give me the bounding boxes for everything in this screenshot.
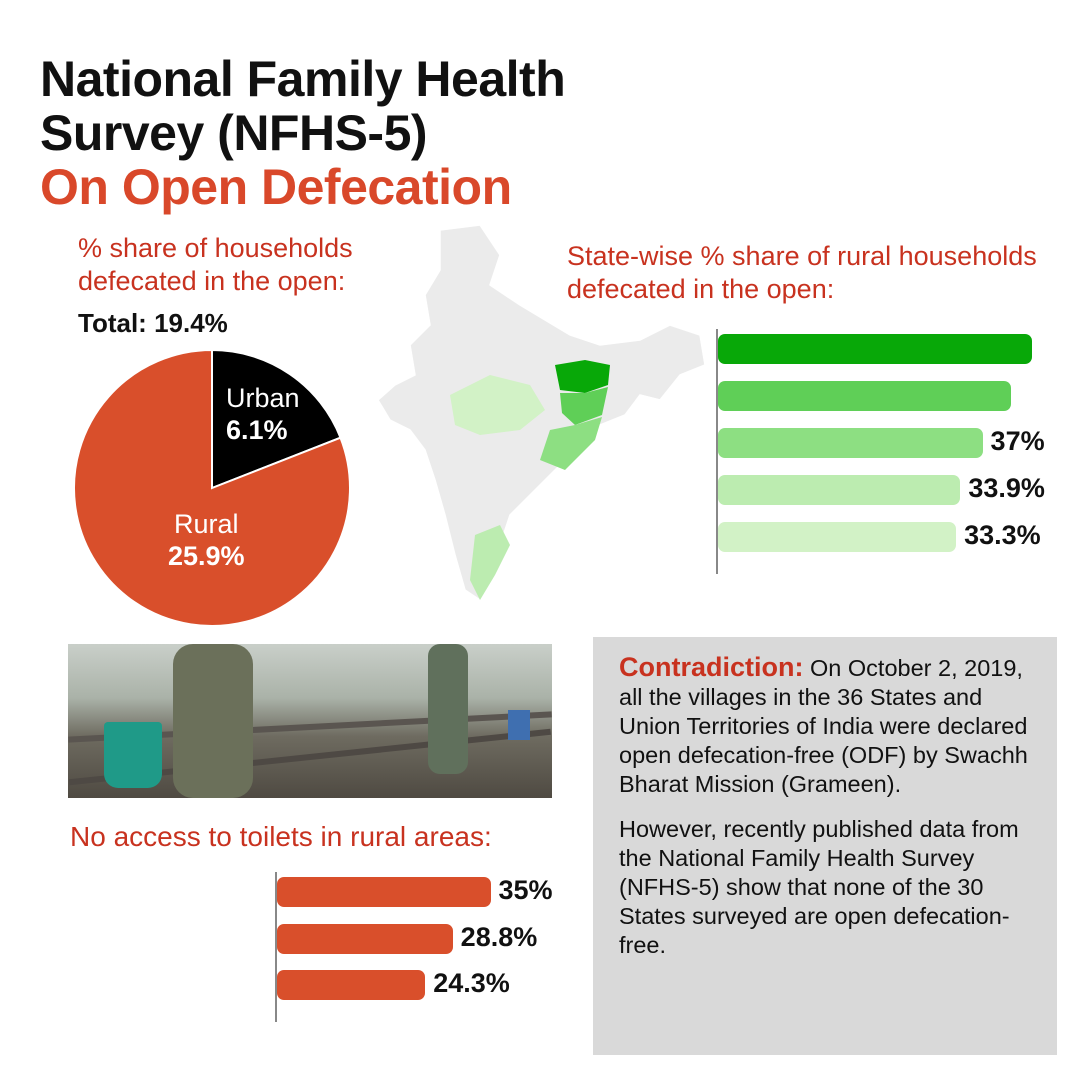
contradiction-keyword: Contradiction: <box>619 652 804 682</box>
title-line1: National Family Health <box>40 51 566 107</box>
urban-value: 6.1% <box>226 415 288 445</box>
bar-value: 33.3% <box>964 520 1041 550</box>
bar-axis-line <box>716 329 718 574</box>
bar <box>718 475 961 505</box>
contradiction-box: Contradiction: On October 2, 2019, all t… <box>593 637 1057 1055</box>
bar <box>277 877 491 907</box>
pie-total-label: Total: <box>78 308 147 338</box>
bar <box>277 970 426 1000</box>
bar-value: 37% <box>990 426 1045 456</box>
map-bihar <box>555 360 610 393</box>
photo-people-railway-tracks <box>68 644 552 798</box>
map-odisha <box>540 417 602 470</box>
pie-label-rural: Rural 25.9% <box>168 508 245 572</box>
state-chart-title: State-wise % share of rural households d… <box>567 241 1037 304</box>
pie-title: % share of households defecated in the o… <box>78 233 353 296</box>
bar-axis-line <box>275 872 277 1022</box>
bar <box>718 522 957 552</box>
pie-total-value: 19.4% <box>154 308 228 338</box>
bar <box>277 923 453 954</box>
rural-name: Rural <box>174 509 239 539</box>
contradiction-para1: Contradiction: On October 2, 2019, all t… <box>619 653 1033 799</box>
bar-value: 33.9% <box>968 473 1045 503</box>
contradiction-text2: However, recently published data from th… <box>619 816 1019 958</box>
bar-value: 35% <box>498 875 553 905</box>
contradiction-text1: On October 2, 2019, all the villages in … <box>619 655 1028 797</box>
pie-slice-urban <box>211 348 342 490</box>
title-block: National Family Health Survey (NFHS-5) O… <box>40 51 566 215</box>
map-jharkhand <box>560 387 608 425</box>
map-madhya-pradesh <box>450 375 545 435</box>
pie-total: Total: 19.4% <box>78 308 228 339</box>
pie-label-urban: Urban 6.1% <box>226 382 300 446</box>
rural-value: 25.9% <box>168 541 245 571</box>
title-line2: Survey (NFHS-5) <box>40 105 428 161</box>
toilet-chart-title: No access to toilets in rural areas: <box>70 821 492 852</box>
bar-value: 24.3% <box>433 968 510 998</box>
pie-slice-rural <box>73 348 351 627</box>
bar <box>718 381 1012 411</box>
pie-chart <box>73 348 351 627</box>
bar-value: 28.8% <box>460 921 538 952</box>
title-line3: On Open Defecation <box>40 159 512 215</box>
urban-name: Urban <box>226 383 300 413</box>
bar <box>718 428 983 458</box>
india-map <box>377 225 706 602</box>
bar <box>718 334 1032 364</box>
map-tamil-nadu <box>470 525 510 600</box>
